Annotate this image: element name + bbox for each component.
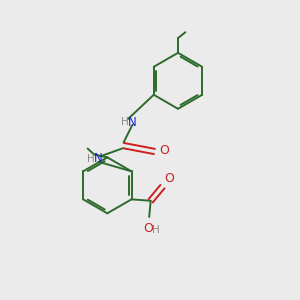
Text: H: H [152, 225, 160, 235]
Text: N: N [94, 152, 103, 165]
Text: H: H [87, 154, 95, 164]
Text: O: O [159, 144, 169, 158]
Text: N: N [128, 116, 137, 128]
Text: O: O [143, 222, 153, 235]
Text: H: H [121, 117, 129, 127]
Text: O: O [164, 172, 174, 185]
